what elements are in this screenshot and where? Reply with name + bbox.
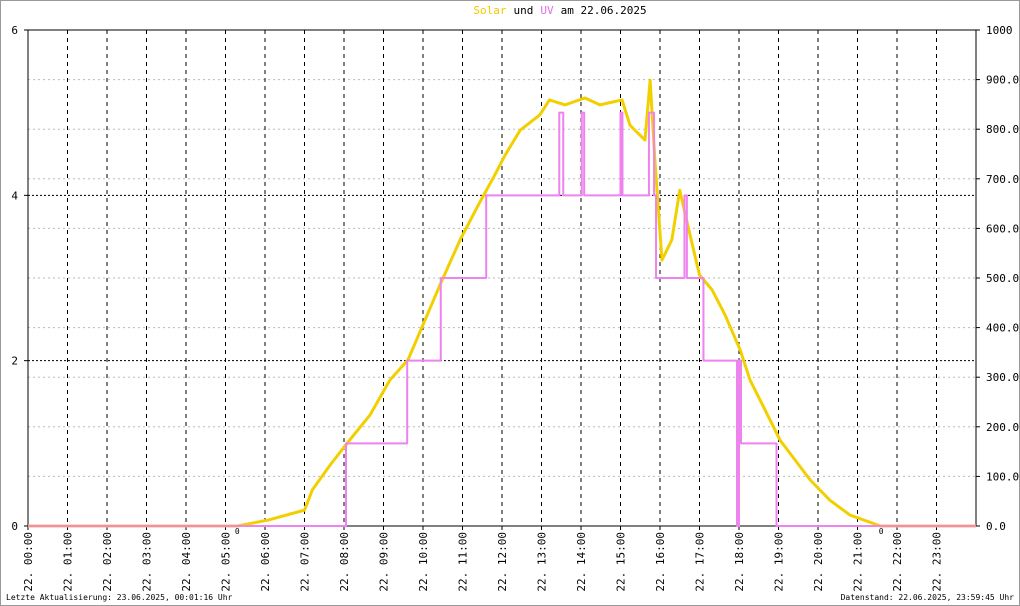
footer-right: Datenstand: 22.06.2025, 23:59:45 Uhr xyxy=(841,593,1015,602)
y2-tick-label: 600.0 xyxy=(986,222,1019,235)
x-tick-label: 22. 01:00 xyxy=(62,532,75,592)
x-tick-label: 22. 02:00 xyxy=(101,532,114,592)
x-tick-label: 22. 23:00 xyxy=(931,532,944,592)
y-tick-label: 2 xyxy=(11,355,18,368)
y2-tick-label: 0.0 xyxy=(986,520,1006,533)
x-tick-label: 22. 04:00 xyxy=(180,532,193,592)
x-tick-label: 22. 06:00 xyxy=(259,532,272,592)
x-tick-label: 22. 15:00 xyxy=(615,532,628,592)
y-tick-label: 0 xyxy=(11,520,18,533)
y2-tick-label: 900.0 xyxy=(986,74,1019,87)
x-tick-label: 22. 18:00 xyxy=(733,532,746,592)
y2-tick-label: 100.0 xyxy=(986,470,1019,483)
x-tick-label: 22. 16:00 xyxy=(654,532,667,592)
title-part: UV xyxy=(540,4,554,17)
y2-tick-label: 800.0 xyxy=(986,123,1019,136)
y2-tick-label: 300.0 xyxy=(986,371,1019,384)
x-tick-label: 22. 19:00 xyxy=(773,532,786,592)
x-tick-label: 22. 12:00 xyxy=(496,532,509,592)
x-tick-label: 22. 07:00 xyxy=(299,532,312,592)
x-tick-label: 22. 20:00 xyxy=(812,532,825,592)
annotation: 0 xyxy=(879,527,884,536)
chart-title: Solar und UV am 22.06.2025 xyxy=(473,4,646,17)
title-part: am 22.06.2025 xyxy=(561,4,647,17)
x-tick-label: 22. 05:00 xyxy=(220,532,233,592)
x-tick-label: 22. 11:00 xyxy=(457,532,470,592)
title-part: Solar xyxy=(473,4,506,17)
footer-left: Letzte Aktualisierung: 23.06.2025, 00:01… xyxy=(6,593,233,602)
x-tick-label: 22. 13:00 xyxy=(536,532,549,592)
x-tick-label: 22. 22:00 xyxy=(891,532,904,592)
y2-tick-label: 1000 xyxy=(986,24,1013,37)
x-tick-label: 22. 14:00 xyxy=(575,532,588,592)
x-tick-label: 22. 08:00 xyxy=(338,532,351,592)
y2-tick-label: 700.0 xyxy=(986,173,1019,186)
annotation: 0 xyxy=(235,527,240,536)
y2-tick-label: 200.0 xyxy=(986,421,1019,434)
x-tick-label: 22. 10:00 xyxy=(417,532,430,592)
series-line xyxy=(28,78,976,528)
x-tick-label: 22. 03:00 xyxy=(141,532,154,592)
plot-frame xyxy=(27,29,977,527)
series-line xyxy=(28,111,976,527)
x-tick-label: 22. 09:00 xyxy=(378,532,391,592)
y2-tick-label: 400.0 xyxy=(986,322,1019,335)
title-part: und xyxy=(513,4,533,17)
y-tick-label: 6 xyxy=(11,24,18,37)
y-tick-label: 4 xyxy=(11,189,18,202)
y2-tick-label: 500.0 xyxy=(986,272,1019,285)
x-tick-label: 22. 17:00 xyxy=(694,532,707,592)
x-tick-label: 22. 21:00 xyxy=(852,532,865,592)
x-tick-label: 22. 00:00 xyxy=(22,532,35,592)
